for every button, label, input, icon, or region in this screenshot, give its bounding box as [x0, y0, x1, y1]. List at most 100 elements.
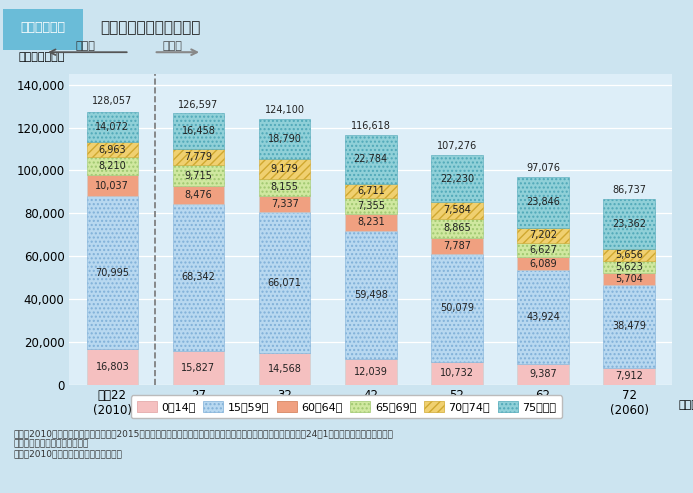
- Text: 8,476: 8,476: [184, 190, 212, 200]
- Text: 実績値: 実績値: [76, 40, 95, 51]
- Bar: [431, 155, 483, 202]
- Text: 38,479: 38,479: [612, 321, 646, 331]
- Bar: [87, 157, 138, 175]
- Text: 14,072: 14,072: [96, 122, 130, 133]
- Bar: [604, 249, 655, 261]
- Bar: [431, 202, 483, 218]
- Text: 6,711: 6,711: [357, 186, 385, 196]
- Text: 16,803: 16,803: [96, 361, 129, 372]
- Bar: [345, 135, 396, 183]
- Text: 8,155: 8,155: [271, 182, 299, 192]
- Bar: [431, 238, 483, 254]
- Text: 12,039: 12,039: [354, 367, 387, 377]
- Text: 8,210: 8,210: [98, 161, 126, 171]
- Bar: [258, 119, 310, 159]
- Bar: [517, 257, 569, 270]
- Text: 5,623: 5,623: [615, 262, 643, 272]
- Text: 8,865: 8,865: [443, 223, 471, 233]
- Bar: [258, 178, 310, 196]
- Text: 15,827: 15,827: [182, 362, 216, 373]
- Bar: [345, 359, 396, 385]
- Text: 9,387: 9,387: [529, 369, 557, 380]
- Bar: [258, 212, 310, 353]
- Bar: [604, 368, 655, 385]
- Text: 18,790: 18,790: [267, 134, 301, 144]
- Bar: [258, 196, 310, 212]
- Bar: [517, 228, 569, 243]
- Text: 推計値: 推計値: [163, 40, 183, 51]
- Text: 126,597: 126,597: [178, 100, 218, 109]
- Bar: [431, 254, 483, 361]
- Text: 7,202: 7,202: [529, 230, 557, 241]
- Legend: 0～14歳, 15～59歳, 60～64歳, 65～69歳, 70～74歳, 75歳以上: 0～14歳, 15～59歳, 60～64歳, 65～69歳, 70～74歳, 7…: [131, 395, 562, 418]
- Bar: [604, 261, 655, 273]
- Bar: [173, 351, 225, 385]
- Bar: [173, 165, 225, 186]
- Text: 9,715: 9,715: [184, 171, 213, 181]
- Text: 128,057: 128,057: [92, 97, 132, 106]
- Text: 116,618: 116,618: [351, 121, 391, 131]
- Bar: [345, 183, 396, 198]
- Text: 68,342: 68,342: [182, 273, 216, 282]
- Text: 107,276: 107,276: [437, 141, 477, 151]
- Bar: [173, 204, 225, 351]
- Bar: [87, 112, 138, 142]
- Bar: [517, 243, 569, 257]
- Text: 86,737: 86,737: [612, 185, 646, 195]
- Text: 6,963: 6,963: [98, 145, 126, 155]
- Text: 資料：2010年は総務省「国勢調査」、2015年以降は国立社会保障・人口問題研究所「日本の将来推計人口（平成24年1月推計）」の出生中位・死
　　亡中位仮定によ: 資料：2010年は総務省「国勢調査」、2015年以降は国立社会保障・人口問題研究…: [14, 429, 394, 458]
- Bar: [173, 113, 225, 148]
- Text: 5,656: 5,656: [615, 250, 643, 260]
- Text: 59,498: 59,498: [354, 290, 387, 300]
- Text: 43,924: 43,924: [526, 313, 560, 322]
- Text: 97,076: 97,076: [526, 163, 560, 173]
- Bar: [517, 364, 569, 385]
- Bar: [431, 361, 483, 385]
- Text: 図１－１－３: 図１－１－３: [21, 21, 65, 35]
- Bar: [87, 142, 138, 157]
- Text: （年）: （年）: [678, 400, 693, 410]
- Bar: [345, 213, 396, 231]
- Bar: [604, 273, 655, 285]
- Text: 50,079: 50,079: [440, 303, 474, 313]
- Bar: [345, 231, 396, 359]
- Bar: [87, 197, 138, 349]
- Text: 7,337: 7,337: [271, 199, 299, 209]
- Text: 10,732: 10,732: [440, 368, 474, 378]
- Text: 総人口（千人）: 総人口（千人）: [18, 52, 64, 62]
- Bar: [517, 270, 569, 364]
- Text: 7,912: 7,912: [615, 371, 643, 381]
- Text: 7,584: 7,584: [443, 206, 471, 215]
- Text: 7,355: 7,355: [357, 201, 385, 211]
- Text: 7,787: 7,787: [443, 241, 471, 251]
- Bar: [517, 176, 569, 228]
- Bar: [604, 285, 655, 368]
- Text: 23,362: 23,362: [612, 219, 646, 229]
- Text: 70,995: 70,995: [96, 268, 130, 278]
- Bar: [258, 353, 310, 385]
- Text: 22,784: 22,784: [353, 154, 388, 164]
- Bar: [345, 198, 396, 213]
- Text: 年齢区分別将来人口推計: 年齢区分別将来人口推計: [100, 20, 201, 35]
- Text: 5,704: 5,704: [615, 274, 643, 284]
- Bar: [431, 218, 483, 238]
- Text: 10,037: 10,037: [96, 181, 130, 191]
- Text: 6,627: 6,627: [529, 245, 557, 255]
- Text: 22,230: 22,230: [440, 174, 474, 183]
- Bar: [258, 159, 310, 178]
- Text: 66,071: 66,071: [267, 278, 301, 287]
- Text: 16,458: 16,458: [182, 126, 216, 136]
- Bar: [604, 199, 655, 249]
- Bar: [87, 175, 138, 197]
- Text: 124,100: 124,100: [265, 105, 305, 115]
- Text: 6,089: 6,089: [529, 259, 557, 269]
- FancyBboxPatch shape: [3, 9, 83, 50]
- Bar: [87, 349, 138, 385]
- Bar: [173, 186, 225, 204]
- Text: 7,779: 7,779: [184, 152, 213, 162]
- Text: 23,846: 23,846: [526, 197, 560, 207]
- Bar: [173, 148, 225, 165]
- Text: 9,179: 9,179: [271, 164, 299, 174]
- Text: 8,231: 8,231: [357, 217, 385, 227]
- Text: 14,568: 14,568: [267, 364, 301, 374]
